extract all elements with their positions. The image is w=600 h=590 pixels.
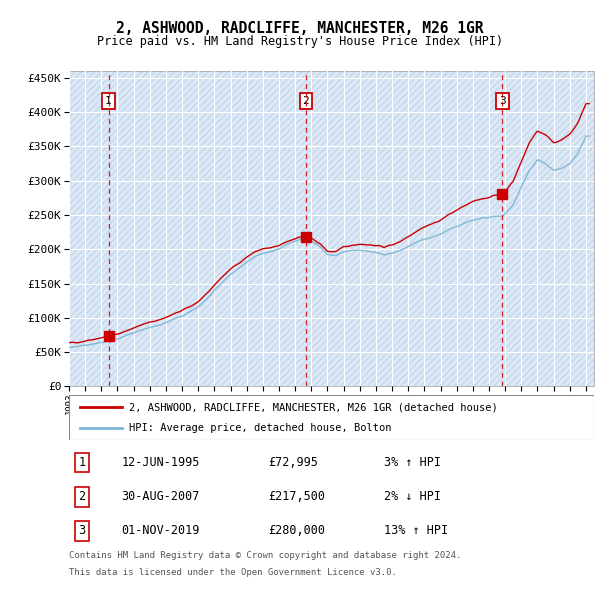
Text: 1: 1 xyxy=(105,96,112,106)
Text: £280,000: £280,000 xyxy=(269,525,325,537)
Text: Price paid vs. HM Land Registry's House Price Index (HPI): Price paid vs. HM Land Registry's House … xyxy=(97,35,503,48)
Text: £72,995: £72,995 xyxy=(269,456,319,469)
Text: 30-AUG-2007: 30-AUG-2007 xyxy=(121,490,200,503)
Text: 2, ASHWOOD, RADCLIFFE, MANCHESTER, M26 1GR (detached house): 2, ASHWOOD, RADCLIFFE, MANCHESTER, M26 1… xyxy=(130,402,498,412)
Text: 3: 3 xyxy=(499,96,506,106)
Text: £217,500: £217,500 xyxy=(269,490,325,503)
Text: 2: 2 xyxy=(302,96,309,106)
Text: 3% ↑ HPI: 3% ↑ HPI xyxy=(384,456,441,469)
Text: 2: 2 xyxy=(79,490,86,503)
Text: This data is licensed under the Open Government Licence v3.0.: This data is licensed under the Open Gov… xyxy=(69,568,397,576)
Text: 12-JUN-1995: 12-JUN-1995 xyxy=(121,456,200,469)
Text: 13% ↑ HPI: 13% ↑ HPI xyxy=(384,525,448,537)
Text: HPI: Average price, detached house, Bolton: HPI: Average price, detached house, Bolt… xyxy=(130,422,392,432)
Text: Contains HM Land Registry data © Crown copyright and database right 2024.: Contains HM Land Registry data © Crown c… xyxy=(69,551,461,560)
Text: 1: 1 xyxy=(79,456,86,469)
Text: 2, ASHWOOD, RADCLIFFE, MANCHESTER, M26 1GR: 2, ASHWOOD, RADCLIFFE, MANCHESTER, M26 1… xyxy=(116,21,484,35)
FancyBboxPatch shape xyxy=(69,395,594,440)
Text: 3: 3 xyxy=(79,525,86,537)
Text: 2% ↓ HPI: 2% ↓ HPI xyxy=(384,490,441,503)
Text: 01-NOV-2019: 01-NOV-2019 xyxy=(121,525,200,537)
